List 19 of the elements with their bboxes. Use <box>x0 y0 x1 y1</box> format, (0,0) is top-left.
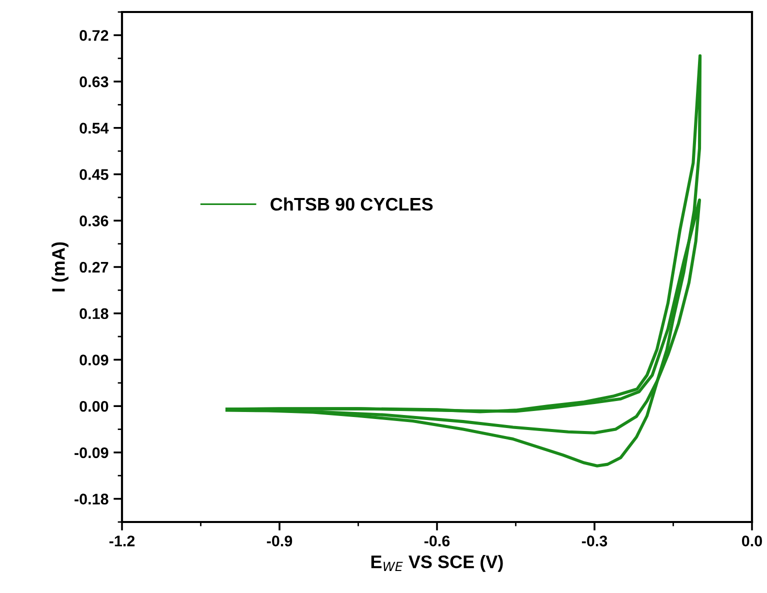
x-tick-label: -0.6 <box>424 536 450 546</box>
y-axis-title: I (mA) <box>52 242 68 292</box>
y-tick-label: 0.27 <box>80 262 108 273</box>
y-tick-label: -0.18 <box>74 494 108 505</box>
x-tick-label: -0.9 <box>266 536 292 546</box>
y-tick-label: -0.09 <box>74 447 108 458</box>
y-tick-label: 0.72 <box>80 30 108 41</box>
y-tick-label: 0.63 <box>80 76 108 88</box>
y-tick-label: 0.09 <box>80 354 108 366</box>
x-axis-title: E$_{WE}$ VS SCE (V) <box>371 554 503 572</box>
legend-label: ChTSB 90 CYCLES <box>270 197 433 211</box>
y-tick-label: 0.00 <box>80 400 108 412</box>
y-tick-label: 0.45 <box>80 169 108 180</box>
x-tick-label: 0.0 <box>742 536 762 546</box>
x-tick-label: -0.3 <box>582 536 608 546</box>
y-tick-label: 0.18 <box>80 308 108 320</box>
x-tick-label: -1.2 <box>109 536 135 546</box>
y-tick-label: 0.36 <box>80 216 108 226</box>
y-tick-label: 0.54 <box>80 122 109 134</box>
